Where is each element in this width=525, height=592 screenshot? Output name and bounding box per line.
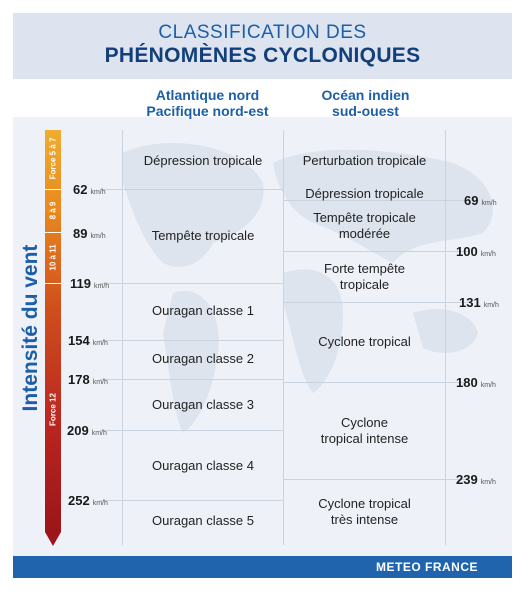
left-threshold: 178 km/h — [68, 372, 108, 387]
left-divider-119 — [100, 283, 283, 284]
right-threshold: 180 km/h — [456, 375, 496, 390]
left-class: Ouragan classe 5 — [152, 513, 254, 528]
bar-separator — [45, 232, 61, 233]
left-divider-62 — [100, 189, 283, 190]
column-divider-left — [122, 130, 123, 545]
right-divider-69 — [283, 200, 468, 201]
column-header-atlantic: Atlantique nord Pacifique nord-est — [146, 87, 269, 119]
right-class: Forte tempête tropicale — [324, 261, 405, 292]
left-threshold: 89 km/h — [73, 226, 106, 241]
intensity-gradient-bar — [45, 130, 61, 532]
left-class: Dépression tropicale — [143, 153, 263, 168]
column-divider-middle — [283, 130, 284, 545]
column-header-indian-ocean: Océan indien sud-ouest — [321, 87, 410, 119]
left-threshold: 209 km/h — [67, 423, 107, 438]
bar-separator — [45, 189, 61, 190]
footer-brand: METEO FRANCE — [376, 560, 478, 574]
right-threshold: 239 km/h — [456, 472, 496, 487]
right-divider-131 — [283, 302, 468, 303]
footer-bar: METEO FRANCE — [13, 556, 512, 578]
left-threshold: 62 km/h — [73, 182, 106, 197]
right-class: Cyclone tropical très intense — [318, 496, 411, 527]
column-header-band — [13, 79, 512, 117]
right-threshold: 69 km/h — [464, 193, 497, 208]
title-box — [13, 13, 512, 79]
right-class: Cyclone tropical — [318, 334, 411, 349]
left-divider-178 — [100, 379, 283, 380]
left-divider-154 — [100, 340, 283, 341]
left-threshold: 154 km/h — [68, 333, 108, 348]
left-class: Ouragan classe 2 — [152, 351, 254, 366]
left-class: Tempête tropicale — [151, 228, 255, 243]
intensity-bar-arrow — [45, 532, 61, 546]
right-class: Dépression tropicale — [305, 186, 424, 201]
right-threshold: 131 km/h — [459, 295, 499, 310]
force-label-5-7: Force 5 à 7 — [48, 137, 58, 180]
column-divider-right — [445, 130, 446, 545]
title-line1: CLASSIFICATION DES — [158, 22, 367, 43]
right-class: Tempête tropicale modérée — [313, 210, 416, 241]
right-divider-100 — [283, 251, 468, 252]
axis-title-wind-intensity: Intensité du vent — [19, 244, 42, 412]
right-divider-180 — [283, 382, 468, 383]
title-line2: PHÉNOMÈNES CYCLONIQUES — [104, 44, 421, 67]
left-threshold: 252 km/h — [68, 493, 108, 508]
left-class: Ouragan classe 3 — [152, 397, 254, 412]
right-divider-239 — [283, 479, 468, 480]
force-label-10-11: 10 à 11 — [48, 244, 58, 271]
bar-separator — [45, 283, 61, 284]
force-label-8-9: 8 à 9 — [48, 201, 58, 220]
left-class: Ouragan classe 4 — [152, 458, 254, 473]
left-class: Ouragan classe 1 — [152, 303, 254, 318]
right-class: Cyclone tropical intense — [320, 415, 409, 446]
right-class: Perturbation tropicale — [302, 153, 427, 168]
world-map-background — [123, 143, 493, 433]
right-threshold: 100 km/h — [456, 244, 496, 259]
left-threshold: 119 km/h — [70, 276, 110, 291]
left-divider-252 — [100, 500, 283, 501]
left-divider-209 — [100, 430, 283, 431]
force-label-12: Force 12 — [48, 393, 58, 426]
